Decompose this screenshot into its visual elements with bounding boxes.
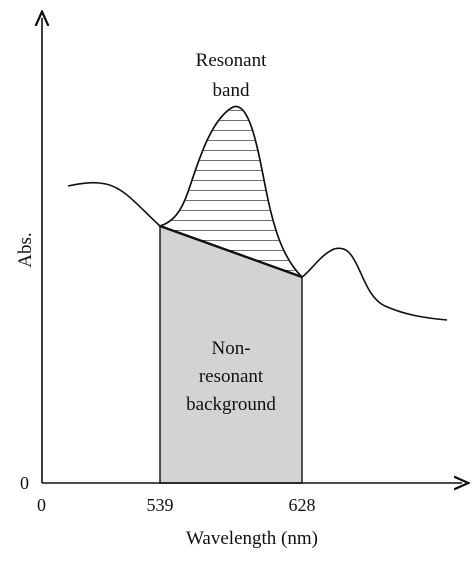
non-resonant-label-line3: background: [186, 394, 276, 415]
non-resonant-label-line1: Non-: [211, 338, 250, 359]
x-tick-539: 539: [147, 495, 174, 515]
x-tick-628: 628: [289, 495, 316, 515]
resonant-band-label-line1: Resonant: [196, 50, 267, 71]
x-axis-label: Wavelength (nm): [186, 528, 318, 549]
x-origin-label: 0: [37, 495, 46, 515]
absorbance-curve: [67, 105, 448, 321]
y-origin-label: 0: [20, 473, 29, 493]
non-resonant-label-line2: resonant: [199, 366, 264, 387]
baseline-line: [159, 224, 303, 279]
y-axis-label: Abs.: [15, 232, 36, 267]
resonant-band-label-line2: band: [213, 80, 250, 101]
